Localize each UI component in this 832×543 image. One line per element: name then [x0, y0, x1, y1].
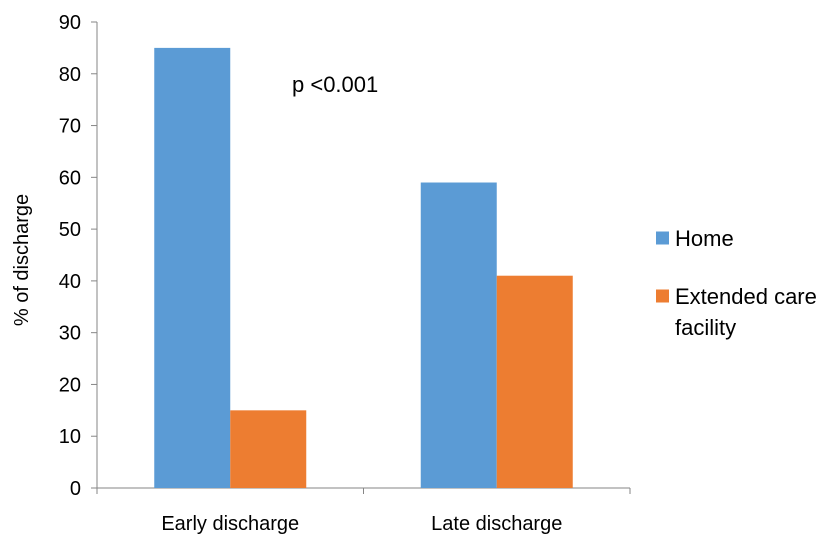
bar-extended-care-facility-late-discharge: [496, 275, 573, 488]
x-tick-label: Early discharge: [161, 513, 299, 535]
y-tick-label: 30: [59, 323, 81, 345]
bar-extended-care-facility-early-discharge: [230, 410, 307, 488]
y-tick-label: 0: [70, 478, 81, 500]
legend: Home Extended care facility: [656, 226, 817, 340]
legend-label-line: facility: [675, 315, 736, 340]
p-value-annotation: p <0.001: [292, 72, 378, 97]
y-tick-label: 60: [59, 167, 81, 189]
y-ticks: 0 10 20 30 40 50 60 70 80 90: [59, 12, 97, 500]
x-tick-label: Late discharge: [431, 513, 562, 535]
y-tick-label: 50: [59, 219, 81, 241]
bars: [154, 47, 573, 489]
y-tick-label: 70: [59, 116, 81, 138]
x-ticks: [96, 488, 631, 494]
legend-swatch: [656, 289, 669, 303]
y-tick-label: 40: [59, 271, 81, 293]
legend-label: Home: [675, 226, 734, 251]
legend-label-line: Extended care: [675, 284, 817, 309]
x-tick-labels: Early discharge Late discharge: [161, 513, 562, 535]
y-tick-label: 10: [59, 426, 81, 448]
legend-swatch: [656, 231, 669, 245]
legend-label: Extended care facility: [675, 284, 817, 340]
bar-home-early-discharge: [154, 47, 231, 489]
y-tick-label: 20: [59, 374, 81, 396]
y-tick-label: 80: [59, 64, 81, 86]
y-tick-label: 90: [59, 12, 81, 34]
bar-home-late-discharge: [420, 182, 497, 488]
y-axis-label: % of discharge: [11, 194, 33, 326]
